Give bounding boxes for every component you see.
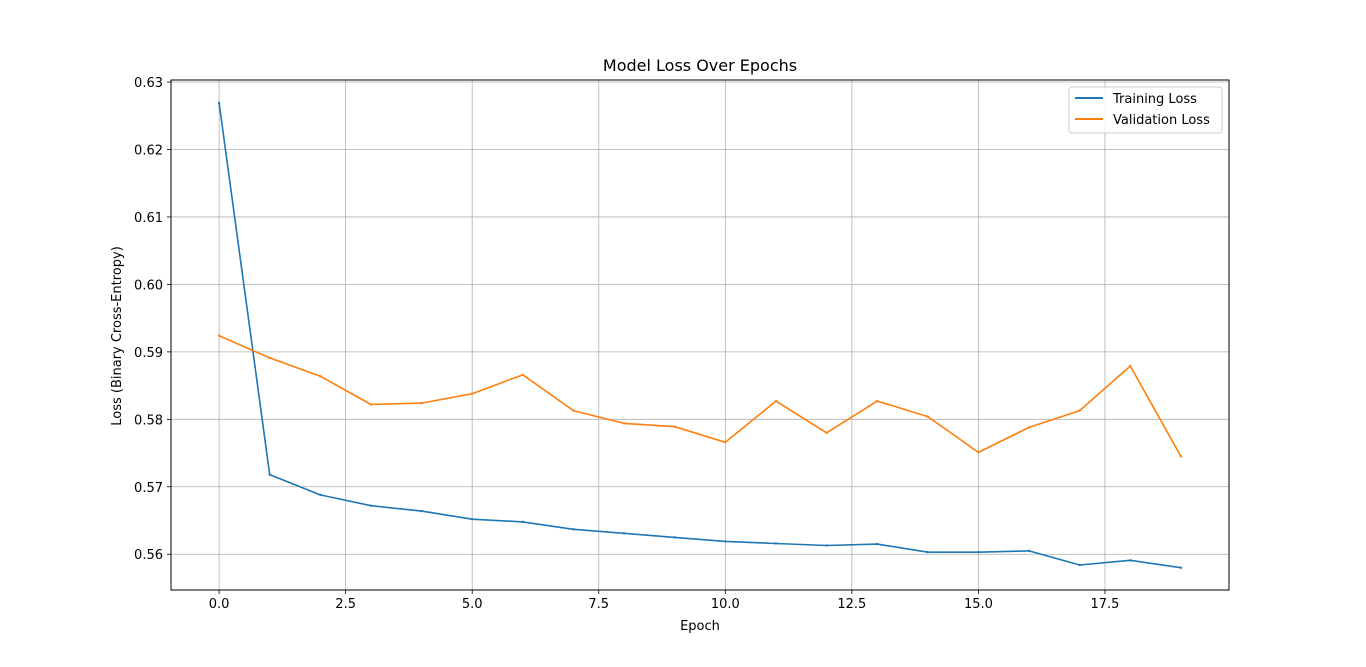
legend: Training Loss Validation Loss — [1068, 86, 1223, 134]
legend-label-validation-loss: Validation Loss — [1113, 113, 1210, 128]
data-point-validation-loss — [420, 401, 423, 405]
series-lines — [217, 101, 1183, 569]
y-tick-label: 0.63 — [134, 76, 163, 91]
data-point-training-loss — [774, 542, 778, 545]
x-tick-label: 7.5 — [588, 597, 609, 612]
grid-lines — [171, 80, 1229, 590]
data-point-validation-loss — [319, 374, 322, 378]
plot-area-frame — [170, 79, 1230, 591]
data-point-training-loss — [217, 101, 221, 105]
data-point-training-loss — [622, 532, 626, 535]
series-line-training-loss — [218, 102, 1182, 569]
y-tick-label: 0.59 — [134, 346, 163, 361]
x-tick-label: 5.0 — [462, 597, 483, 612]
data-point-training-loss — [572, 528, 575, 531]
x-tick-label: 12.5 — [837, 597, 866, 612]
data-point-validation-loss — [1179, 455, 1183, 458]
y-tick-label: 0.57 — [134, 481, 163, 496]
y-axis-label: Loss (Binary Cross-Entropy) — [110, 246, 125, 426]
axis-ticks: 0.0 2.5 5.0 7.5 10.0 12.5 15.0 17.5 0.56 0.57 0.58… — [134, 76, 1119, 612]
data-point-validation-loss — [875, 399, 879, 403]
data-point-validation-loss — [622, 422, 626, 425]
y-tick-label: 0.61 — [134, 211, 163, 226]
data-point-validation-loss — [1027, 426, 1031, 429]
x-tick-label: 15.0 — [964, 597, 993, 612]
data-point-training-loss — [369, 504, 373, 507]
data-point-training-loss — [825, 544, 828, 547]
chart-title: Model Loss Over Epochs — [603, 56, 797, 75]
legend-box — [1068, 86, 1223, 134]
data-point-validation-loss — [572, 409, 575, 412]
x-axis-label: Epoch — [680, 619, 720, 634]
data-point-training-loss — [926, 551, 929, 554]
data-point-training-loss — [1027, 549, 1031, 553]
data-point-validation-loss — [521, 373, 525, 377]
data-point-validation-loss — [217, 334, 221, 337]
data-point-validation-loss — [1129, 364, 1132, 368]
data-point-training-loss — [319, 493, 322, 497]
data-point-training-loss — [1179, 566, 1183, 569]
legend-label-training-loss: Training Loss — [1112, 92, 1197, 107]
data-point-validation-loss — [825, 431, 828, 435]
data-point-training-loss — [521, 520, 525, 524]
data-point-validation-loss — [268, 356, 271, 360]
y-tick-label: 0.58 — [134, 413, 163, 428]
data-point-training-loss — [268, 473, 271, 476]
data-point-validation-loss — [673, 425, 676, 428]
data-point-validation-loss — [1078, 409, 1081, 412]
data-point-training-loss — [673, 536, 676, 539]
data-point-validation-loss — [926, 415, 929, 418]
series-line-validation-loss — [218, 334, 1182, 457]
data-point-validation-loss — [369, 403, 373, 406]
data-point-training-loss — [977, 551, 980, 554]
y-tick-label: 0.62 — [134, 143, 163, 158]
data-point-validation-loss — [471, 392, 474, 395]
y-tick-label: 0.60 — [134, 278, 163, 293]
y-tick-label: 0.56 — [134, 548, 163, 563]
data-point-validation-loss — [774, 399, 778, 403]
data-point-training-loss — [1129, 559, 1132, 562]
data-point-validation-loss — [724, 441, 727, 444]
data-point-validation-loss — [977, 451, 980, 454]
x-tick-label: 2.5 — [335, 597, 356, 612]
x-tick-label: 10.0 — [711, 597, 740, 612]
data-point-training-loss — [420, 509, 423, 513]
data-point-training-loss — [724, 540, 727, 543]
data-point-training-loss — [1078, 563, 1081, 567]
data-point-training-loss — [471, 517, 474, 521]
data-point-training-loss — [875, 542, 879, 546]
x-tick-label: 17.5 — [1090, 597, 1119, 612]
x-tick-label: 0.0 — [209, 597, 230, 612]
